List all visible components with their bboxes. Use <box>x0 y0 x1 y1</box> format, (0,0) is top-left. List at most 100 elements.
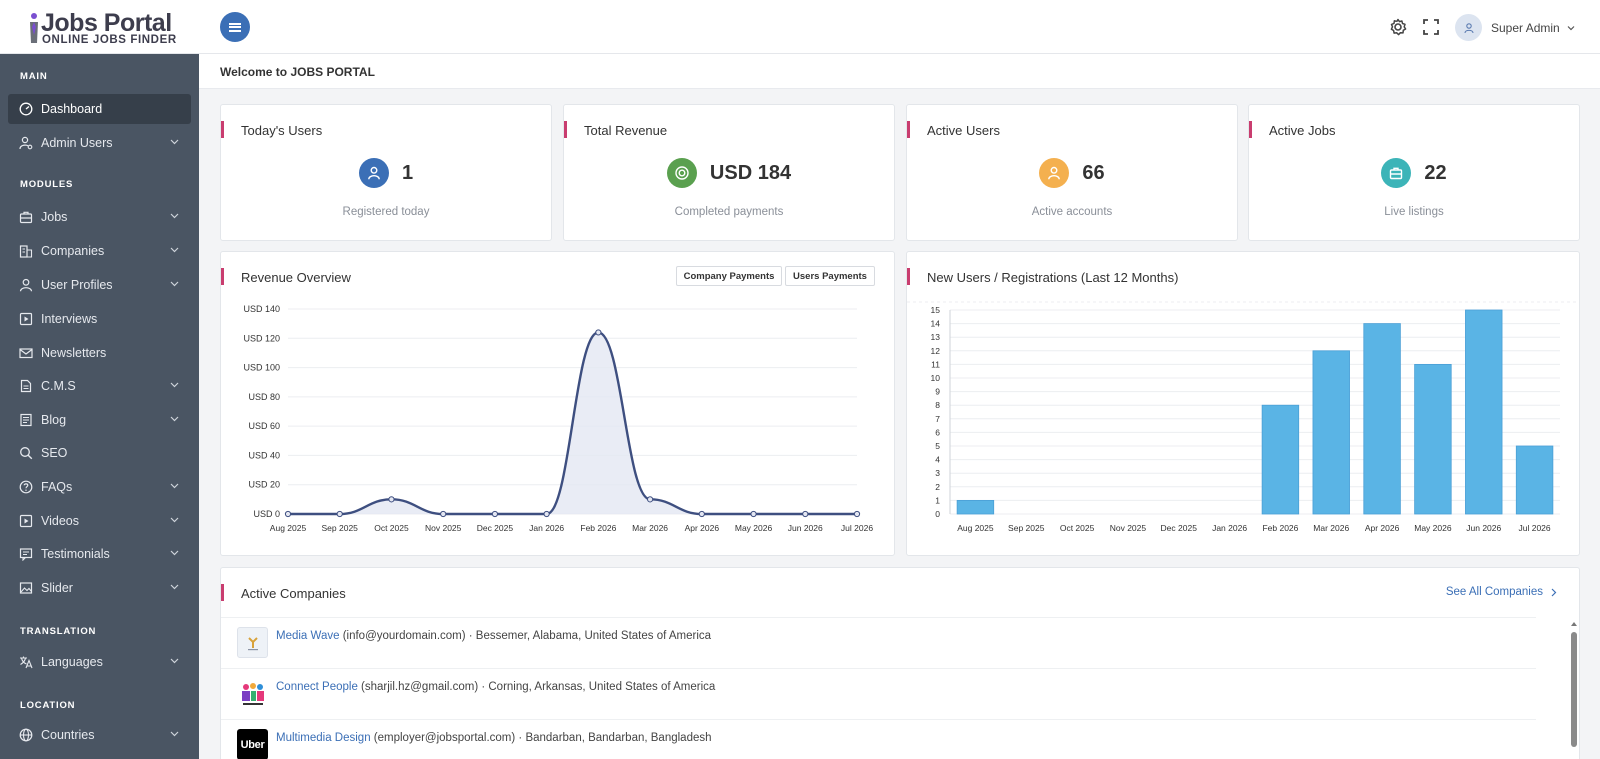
data-point <box>491 510 499 518</box>
chevron-down-icon <box>170 483 179 489</box>
see-all-label: See All Companies <box>1445 586 1543 598</box>
chevron-down-icon <box>170 658 179 664</box>
x-tick-label: Oct 2025 <box>374 523 409 533</box>
y-tick-label: 2 <box>935 482 940 492</box>
card-accent <box>221 121 224 138</box>
blog-icon <box>20 413 32 427</box>
y-tick-label: 6 <box>935 427 940 437</box>
y-tick-label: 1 <box>935 495 940 505</box>
chevron-down-icon <box>170 731 179 737</box>
y-tick-label: 4 <box>935 455 940 465</box>
sidebar-item-seo[interactable]: SEO <box>8 438 191 468</box>
company-text: Multimedia Design (employer@jobsportal.c… <box>276 732 712 744</box>
hub-logo <box>237 678 268 709</box>
sidebar-item-blog[interactable]: Blog <box>8 405 191 435</box>
y-tick-label: 3 <box>935 468 940 478</box>
sidebar-item-newsletters[interactable]: Newsletters <box>8 338 191 368</box>
x-tick-label: Jan 2026 <box>1212 523 1247 533</box>
data-point <box>336 510 343 518</box>
sidebar-item-faqs[interactable]: FAQs <box>8 472 191 502</box>
x-tick-label: Nov 2025 <box>425 523 462 533</box>
card-accent <box>907 268 910 285</box>
card-accent <box>221 584 224 601</box>
company-payments-button[interactable]: Company Payments <box>676 266 782 286</box>
sidebar-item-user-profiles[interactable]: User Profiles <box>8 270 191 300</box>
logo-subtitle: ONLINE JOBS FINDER <box>42 34 177 46</box>
x-tick-label: Feb 2026 <box>580 523 616 533</box>
sidebar-item-countries[interactable]: Countries <box>8 720 191 750</box>
sidebar-item-cms[interactable]: C.M.S <box>8 371 191 401</box>
card-title: Revenue Overview <box>241 270 351 285</box>
stat-value: 1 <box>401 161 414 184</box>
section-modules: MODULES <box>20 179 74 190</box>
menu-toggle-button[interactable] <box>220 12 250 42</box>
x-tick-label: Jul 2026 <box>1519 523 1551 533</box>
section-translation: TRANSLATION <box>20 626 97 637</box>
sidebar-item-label: Testimonials <box>41 547 110 561</box>
chevron-down-icon <box>170 517 179 523</box>
question-icon <box>19 480 33 494</box>
sidebar-item-label: Videos <box>41 514 79 528</box>
stat-row: 1 <box>221 158 551 188</box>
company-link[interactable]: Multimedia Design <box>276 732 371 744</box>
chevron-down-icon <box>170 584 179 590</box>
sidebar-item-languages[interactable]: Languages <box>8 647 191 677</box>
chevron-down-icon <box>170 550 179 556</box>
fullscreen-icon[interactable] <box>1421 17 1441 37</box>
user-icon <box>1463 22 1474 33</box>
sidebar-item-interviews[interactable]: Interviews <box>8 304 191 334</box>
data-point <box>802 510 809 518</box>
sidebar-item-dashboard[interactable]: Dashboard <box>8 94 191 124</box>
scrollbar-thumb[interactable] <box>1571 632 1577 747</box>
company-text: Connect People (sharjil.hz@gmail.com) · … <box>276 681 715 693</box>
user-name: Super Admin <box>1491 20 1560 35</box>
bar <box>1261 404 1300 515</box>
stat-card-active-jobs: Active Jobs 22 Live listings <box>1248 104 1580 241</box>
x-tick-label: Mar 2026 <box>1313 523 1349 533</box>
see-all-companies-link[interactable]: See All Companies <box>1446 586 1557 598</box>
stat-row: 22 <box>1249 158 1579 188</box>
sidebar-item-label: Languages <box>41 655 103 669</box>
sidebar-item-videos[interactable]: Videos <box>8 506 191 536</box>
card-title: Active Users <box>927 123 1000 138</box>
scroll-up-icon[interactable] <box>1570 620 1578 628</box>
avatar <box>1455 14 1482 41</box>
sidebar-item-label: Newsletters <box>41 346 107 360</box>
globe-icon <box>19 728 33 742</box>
sidebar-item-admin-users[interactable]: Admin Users <box>8 128 191 158</box>
bar <box>1414 364 1452 515</box>
companies-scrollbar[interactable] <box>1570 620 1578 759</box>
y-tick-label: 13 <box>931 332 941 342</box>
company-link[interactable]: Media Wave <box>276 630 340 642</box>
sidebar-item-slider[interactable]: Slider <box>8 573 191 603</box>
sidebar-item-companies[interactable]: Companies <box>8 236 191 266</box>
sidebar-item-testimonials[interactable]: Testimonials <box>8 539 191 569</box>
y-tick-label: 10 <box>931 373 941 383</box>
stat-value: 22 <box>1424 161 1447 184</box>
list-item: Uber Multimedia Design (employer@jobspor… <box>221 720 1536 759</box>
sidebar-item-label: Slider <box>41 581 73 595</box>
logo-title: Jobs Portal <box>41 9 172 37</box>
welcome-bar: Welcome to JOBS PORTAL <box>199 54 1600 89</box>
user-menu[interactable]: Super Admin <box>1455 14 1575 41</box>
logo[interactable]: Jobs Portal ONLINE JOBS FINDER <box>28 9 178 46</box>
list-item: Media Wave (info@yourdomain.com) · Besse… <box>221 618 1536 669</box>
y-tick-label: 7 <box>935 414 940 424</box>
top-header: Jobs Portal ONLINE JOBS FINDER Super Adm… <box>0 0 1600 54</box>
card-title: Today's Users <box>241 123 323 138</box>
users-payments-button[interactable]: Users Payments <box>785 266 875 286</box>
x-tick-label: Jun 2026 <box>788 523 823 533</box>
company-link[interactable]: Connect People <box>276 681 358 693</box>
x-tick-label: Apr 2026 <box>685 523 720 533</box>
x-tick-label: Aug 2025 <box>270 523 307 533</box>
x-tick-label: Dec 2025 <box>477 523 514 533</box>
data-point <box>284 510 292 518</box>
sidebar-item-jobs[interactable]: Jobs <box>8 202 191 232</box>
chevron-down-icon <box>1567 25 1575 30</box>
chevron-down-icon <box>170 382 179 388</box>
data-point <box>853 510 861 518</box>
gear-icon[interactable] <box>1388 17 1408 37</box>
x-tick-label: Feb 2026 <box>1262 523 1298 533</box>
mail-icon <box>19 348 33 359</box>
menu-icon <box>229 22 241 32</box>
